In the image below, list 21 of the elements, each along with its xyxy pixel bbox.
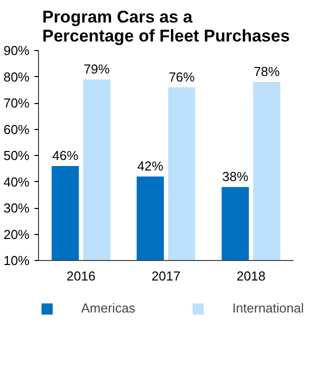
y-tick-label: 60% (3, 122, 30, 137)
data-label: 76% (168, 69, 196, 84)
x-tick-label: 2016 (66, 268, 96, 284)
data-label: 38% (222, 169, 249, 184)
x-tick-label: 2018 (236, 268, 266, 284)
y-tick-label: 40% (3, 174, 30, 190)
data-label: 78% (254, 64, 280, 79)
data-label: 46% (52, 148, 79, 163)
legend-label: Americas (81, 300, 136, 316)
data-label: 42% (137, 158, 164, 174)
y-tick-label: 50% (3, 148, 30, 163)
legend-label: International (232, 300, 304, 316)
data-label: 79% (84, 61, 110, 76)
y-tick-label: 20% (3, 226, 30, 242)
x-tick-label: 2017 (152, 268, 180, 284)
y-tick-label: 90% (3, 43, 30, 58)
y-tick-label: 10% (3, 253, 30, 268)
y-tick-label: 80% (3, 69, 30, 84)
chart-title: Program Cars as a Percentage of Fleet Purchases (42, 8, 290, 46)
y-tick-label: 30% (3, 200, 30, 216)
y-tick-label: 70% (3, 96, 30, 110)
